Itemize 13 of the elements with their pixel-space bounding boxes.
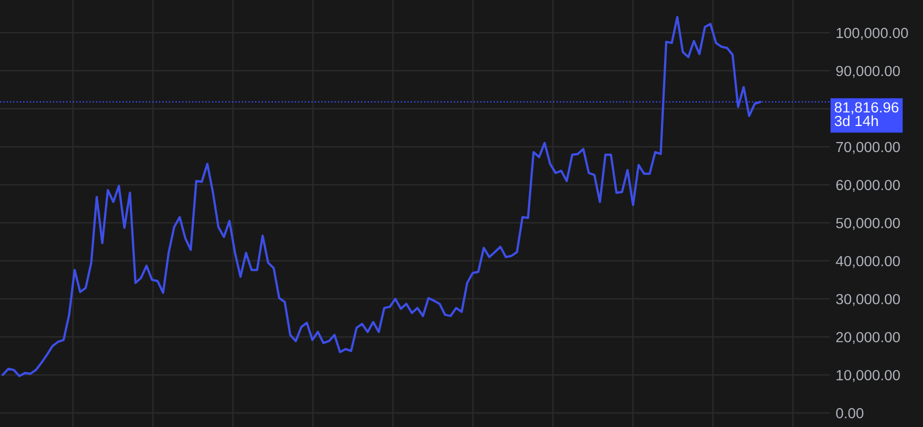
y-tick-label: 10,000.00 [836,370,900,382]
text: 3d 14h [834,115,878,126]
line-series [2,16,762,378]
y-tick-label: 60,000.00 [836,180,900,192]
y-tick-label: 50,000.00 [836,218,900,230]
y-tick-label: 100,000.00 [836,28,908,40]
y-tick-label: 90,000.00 [836,66,900,78]
y-tick-label: 0.00 [836,408,864,418]
ref-line-label: 81,816.96 [834,102,898,114]
y-tick-label: 40,000.00 [836,256,900,268]
y-tick-label: 20,000.00 [836,332,900,344]
y-tick-label: 70,000.00 [836,142,900,154]
y-tick-label: 30,000.00 [836,294,900,306]
